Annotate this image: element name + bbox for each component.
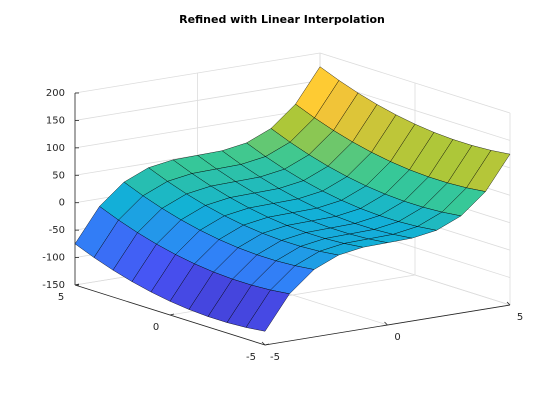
z-tick-label: 150 bbox=[46, 115, 65, 126]
chart-title: Refined with Linear Interpolation bbox=[179, 13, 385, 26]
x-tick-label: 5 bbox=[517, 312, 523, 323]
y-tick-label: 5 bbox=[58, 292, 64, 303]
z-tick-label: -150 bbox=[42, 280, 65, 291]
z-tick-label: 200 bbox=[46, 88, 65, 99]
x-tick-label: 0 bbox=[394, 332, 400, 343]
tick-mark bbox=[506, 301, 511, 306]
tick-mark bbox=[169, 313, 175, 316]
tick-mark bbox=[264, 343, 270, 346]
tick-mark bbox=[261, 341, 266, 346]
z-tick-label: -50 bbox=[49, 225, 65, 236]
tick-mark bbox=[384, 321, 388, 326]
tick-mark bbox=[74, 283, 80, 286]
y-tick-label: 0 bbox=[153, 322, 159, 333]
z-tick-label: 0 bbox=[59, 198, 65, 209]
z-tick-label: 100 bbox=[46, 143, 65, 154]
z-tick-label: -100 bbox=[42, 253, 65, 264]
x-tick-label: -5 bbox=[270, 352, 280, 363]
z-tick-label: 50 bbox=[52, 170, 65, 181]
surface-patch bbox=[245, 289, 290, 332]
y-tick-label: -5 bbox=[246, 352, 256, 363]
